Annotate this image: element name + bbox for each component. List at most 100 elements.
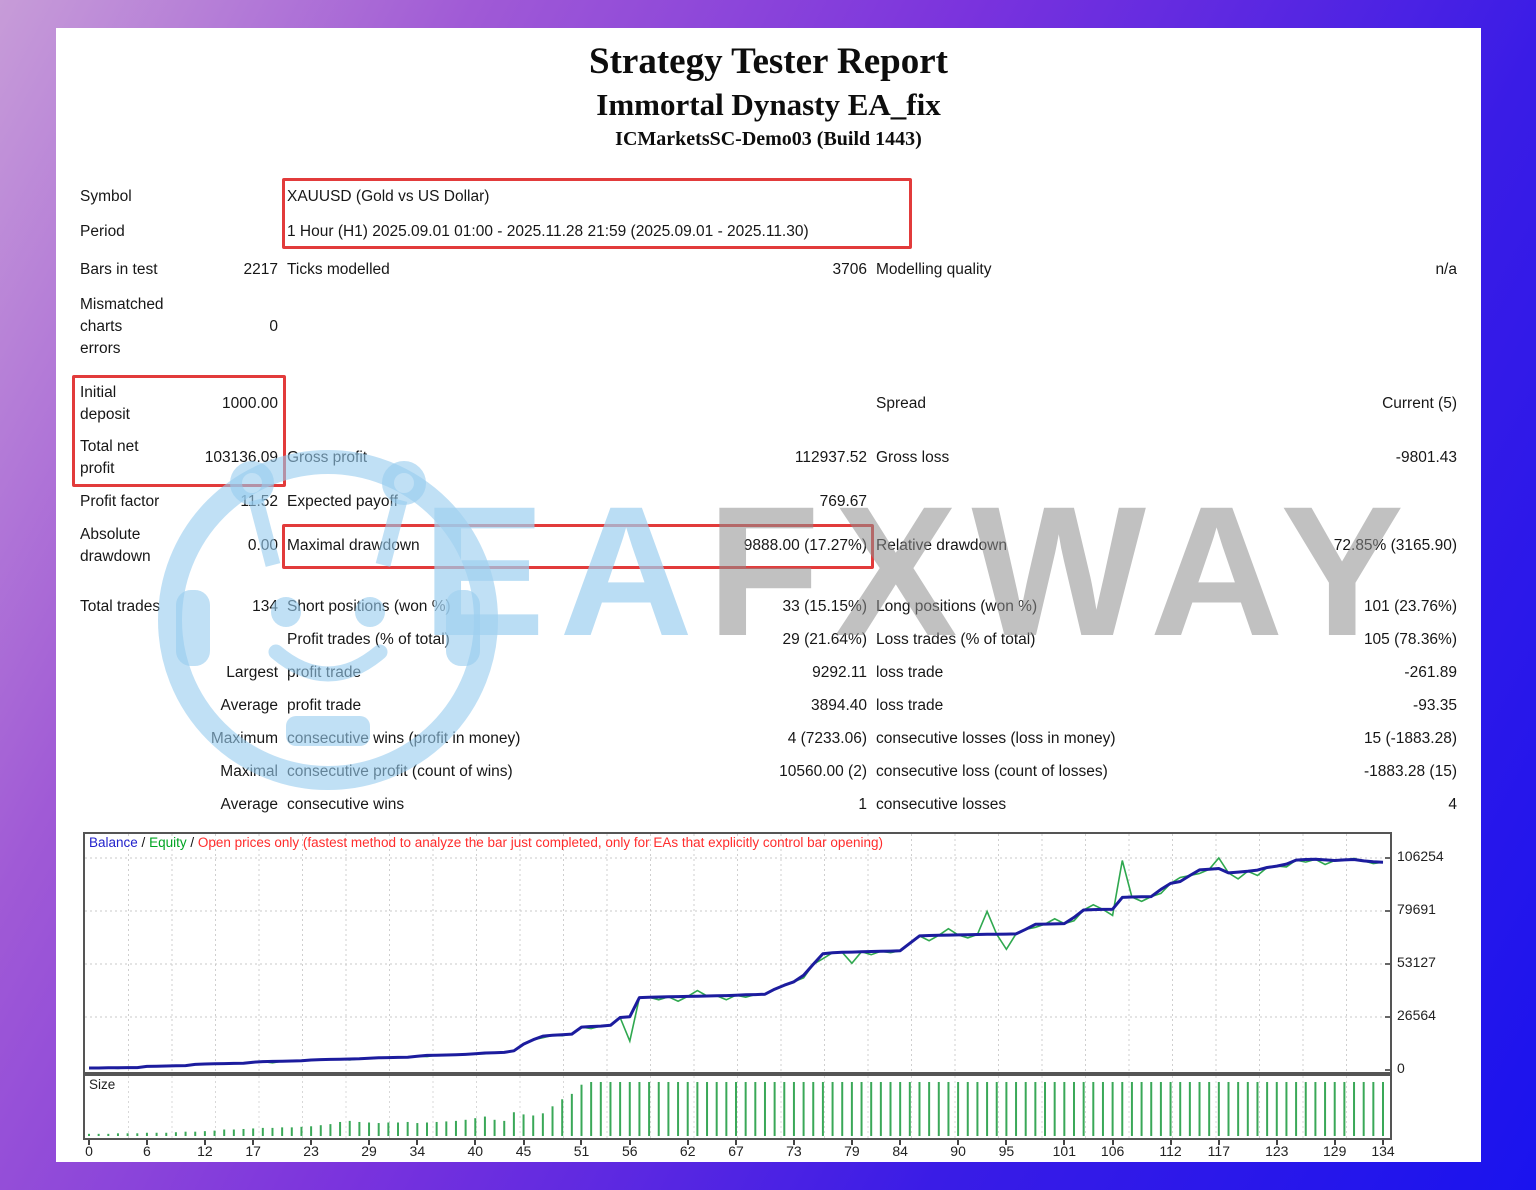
stat-label: consecutive loss (count of losses)	[876, 762, 1108, 780]
x-axis-tick	[522, 1140, 525, 1145]
stat-value: Average	[220, 795, 278, 813]
stat-label: Profit trades (% of total)	[287, 630, 450, 648]
stat-label: Expected payoff	[287, 493, 398, 510]
x-axis-tick	[252, 1140, 255, 1145]
stat-label: Gross loss	[876, 449, 950, 466]
stat-value: 1	[858, 795, 867, 813]
x-axis-label: 40	[467, 1143, 484, 1159]
x-axis-tick	[474, 1140, 477, 1145]
x-axis-tick	[1169, 1140, 1172, 1145]
legend-balance-label: Balance	[89, 835, 138, 850]
x-axis-label: 17	[245, 1143, 261, 1159]
stat-row: Profit factor 11.52 Expected payoff 769.67	[80, 484, 1457, 520]
x-axis-label: 29	[361, 1143, 377, 1159]
stat-value: 15 (-1883.28)	[1363, 729, 1457, 747]
stat-row: Initial deposit 1000.00 Spread Current (5)	[80, 376, 1457, 432]
stat-value: 29 (21.64%)	[782, 630, 867, 648]
stat-label: Profit factor	[80, 493, 160, 510]
stat-row: Maximum consecutive wins (profit in money…	[80, 722, 1457, 755]
legend-note: Open prices only (fastest method to anal…	[197, 835, 883, 850]
stat-label: Absolute drawdown	[80, 526, 151, 565]
stat-label: consecutive losses	[876, 795, 1007, 813]
legend-separator: /	[137, 835, 150, 850]
stat-value: 3894.40	[810, 696, 867, 714]
stat-label: Total trades	[80, 597, 161, 615]
x-axis-label: 123	[1265, 1143, 1289, 1159]
x-axis-label: 23	[303, 1143, 319, 1159]
stat-label: Mismatched charts errors	[80, 296, 164, 357]
stat-label: profit trade	[287, 663, 362, 681]
stat-label: Modelling quality	[876, 261, 992, 278]
x-axis-tick	[1063, 1140, 1066, 1145]
x-axis-tick	[628, 1140, 631, 1145]
x-axis-tick	[686, 1140, 689, 1145]
stat-row: Bars in test 2217 Ticks modelled 3706 Modell…	[80, 250, 1457, 290]
ea-name: Immortal Dynasty EA_fix	[596, 87, 941, 122]
stat-value: 1000.00	[221, 395, 278, 412]
stat-value: 72.85% (3165.90)	[1333, 537, 1457, 554]
stat-label: Symbol	[80, 188, 132, 205]
x-axis-tick	[850, 1140, 853, 1145]
stat-label: Relative drawdown	[876, 537, 1007, 554]
stat-label: profit trade	[287, 696, 362, 714]
x-axis-tick	[145, 1140, 148, 1145]
x-axis-tick	[88, 1140, 90, 1145]
x-axis-label: 45	[515, 1143, 532, 1159]
stat-value: 0	[269, 318, 278, 335]
stat-row: Mismatched charts errors 0	[80, 290, 1457, 364]
stat-value: 105 (78.36%)	[1363, 630, 1457, 648]
stat-row: Profit trades (% of total) 29 (21.64%) Los…	[80, 623, 1457, 656]
x-axis-tick	[416, 1140, 419, 1145]
stat-label: Total net profit	[80, 438, 139, 477]
stat-value: Average	[220, 696, 278, 714]
y-axis-label: 53127	[1397, 954, 1436, 970]
x-axis-tick	[1217, 1140, 1220, 1145]
stat-value: 11.52	[240, 493, 278, 510]
y-axis-label: 106254	[1397, 848, 1444, 864]
stat-value: -261.89	[1404, 663, 1457, 681]
stat-row: Average consecutive wins 1 consecutive loss…	[80, 788, 1457, 821]
stat-label: consecutive wins	[287, 795, 405, 813]
stat-label: 1 Hour (H1) 2025.09.01 01:00 - 2025.11.2…	[287, 223, 809, 240]
stat-value: n/a	[1435, 261, 1457, 278]
x-axis-label: 73	[786, 1143, 802, 1159]
stat-label: Period	[80, 223, 125, 240]
x-axis-tick	[792, 1140, 795, 1145]
stat-value: 134	[252, 597, 278, 615]
x-axis-tick	[368, 1140, 371, 1145]
x-axis-tick	[1005, 1140, 1008, 1145]
stat-value: 4 (7233.06)	[787, 729, 867, 747]
stat-row: Period 1 Hour (H1) 2025.09.01 01:00 - 202…	[80, 214, 1457, 250]
stat-label: Ticks modelled	[287, 261, 390, 278]
x-axis-label: 106	[1100, 1143, 1125, 1159]
x-axis-label: 34	[409, 1143, 426, 1159]
x-axis-tick	[580, 1140, 583, 1145]
x-axis-label: 84	[892, 1143, 908, 1159]
stat-label: loss trade	[876, 663, 944, 681]
x-axis-label: 112	[1159, 1143, 1182, 1159]
stat-value: 0.00	[247, 537, 278, 554]
x-axis-label: 56	[621, 1143, 638, 1159]
stat-label: Loss trades (% of total)	[876, 630, 1036, 648]
x-axis-tick	[310, 1140, 313, 1145]
title-block: Strategy Tester Report Immortal Dynasty …	[56, 40, 1481, 152]
stat-value: -1883.28 (15)	[1363, 762, 1457, 780]
stat-row: Symbol XAUUSD (Gold vs US Dollar)	[80, 180, 1457, 214]
size-label: Size	[89, 1077, 116, 1092]
stat-value: 9888.00 (17.27%)	[743, 537, 867, 554]
stat-label: XAUUSD (Gold vs US Dollar)	[287, 188, 490, 205]
x-axis-label: 62	[679, 1143, 696, 1159]
x-axis-tick	[735, 1140, 737, 1145]
stat-label: Initial deposit	[80, 384, 130, 423]
x-axis-tick	[957, 1140, 960, 1145]
stat-label: Maximal drawdown	[287, 537, 420, 554]
x-axis-label: 134	[1371, 1143, 1395, 1159]
balance-equity-chart	[83, 832, 1392, 1074]
x-axis-tick	[899, 1140, 902, 1145]
stat-value: -9801.43	[1395, 449, 1457, 466]
stat-value: 33 (15.15%)	[782, 597, 867, 615]
x-axis-tick	[1382, 1140, 1384, 1145]
x-axis-tick	[1275, 1140, 1278, 1145]
stat-value: 10560.00 (2)	[779, 762, 867, 780]
